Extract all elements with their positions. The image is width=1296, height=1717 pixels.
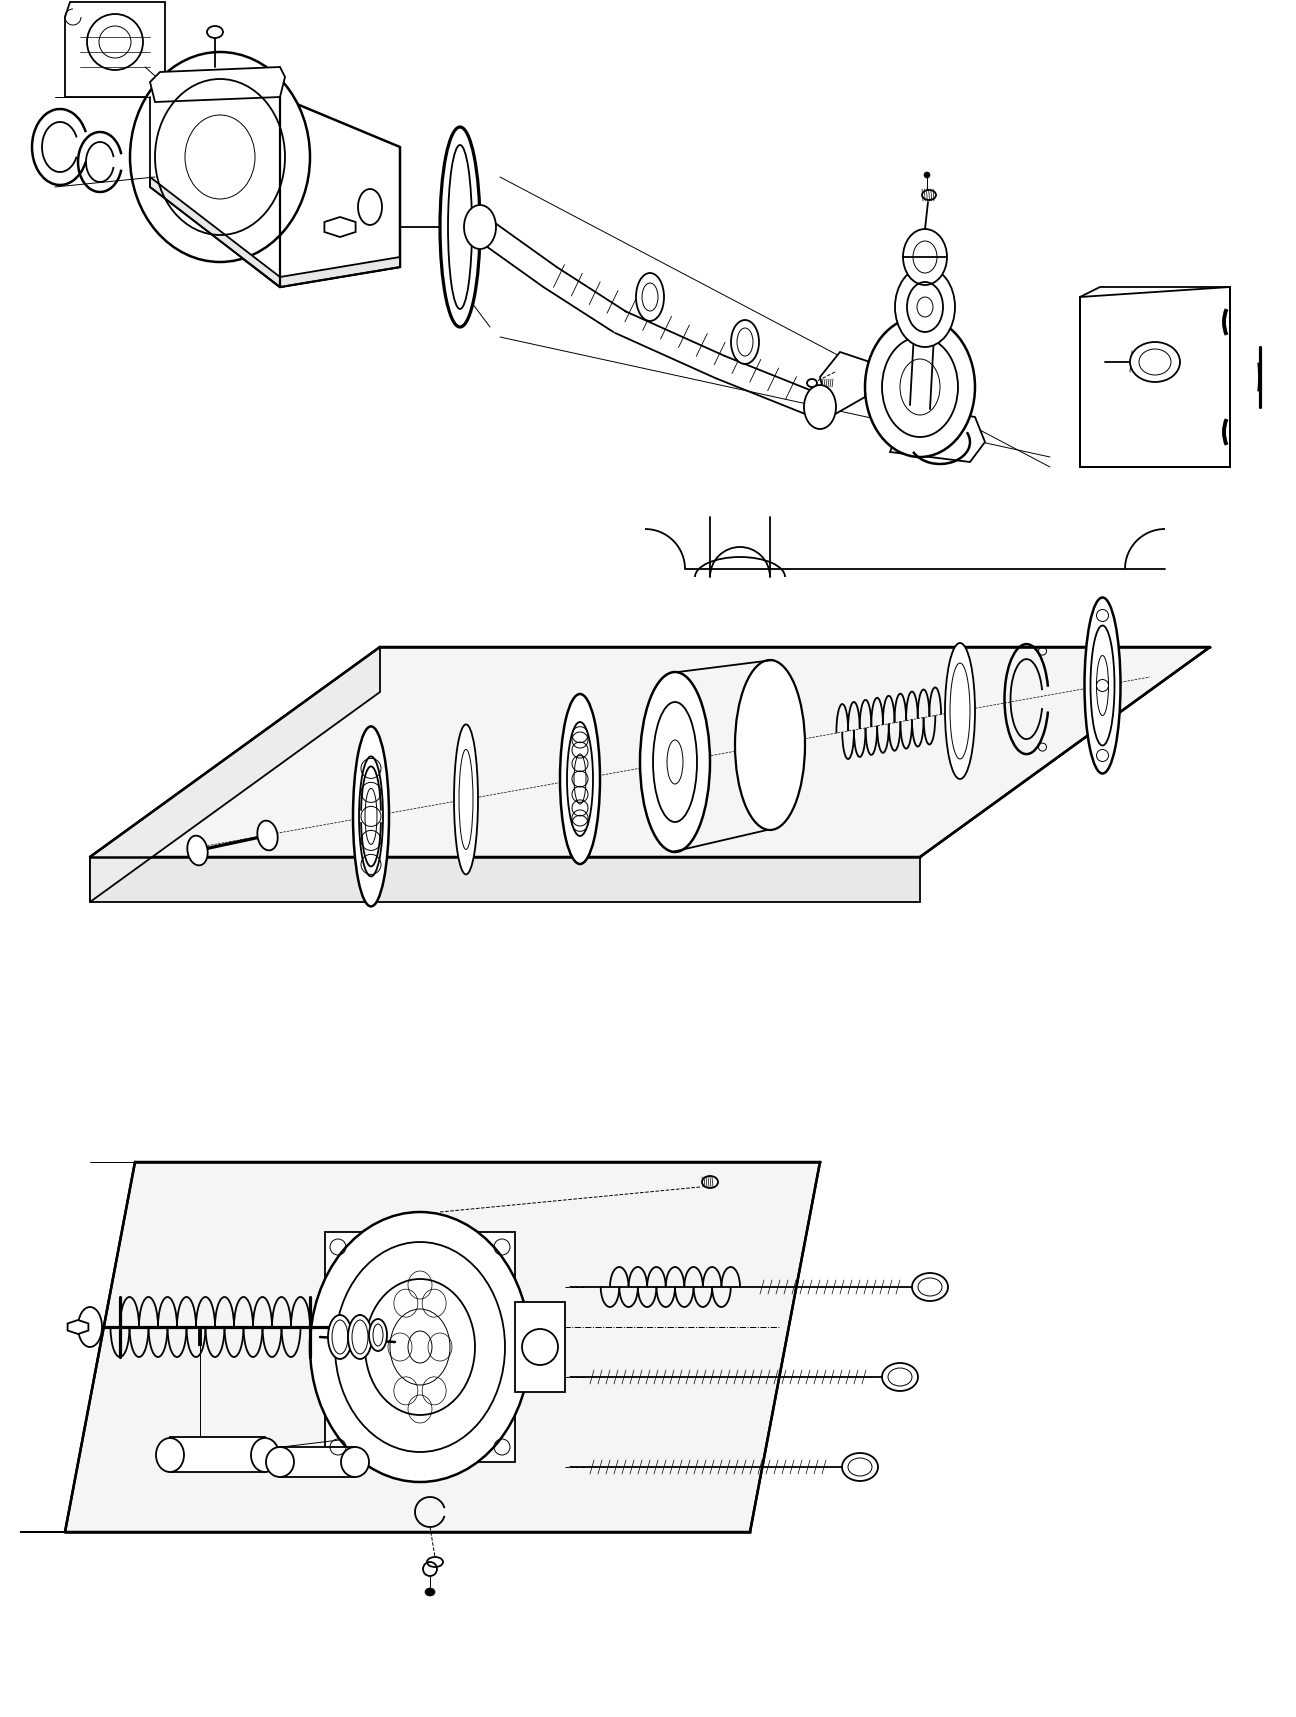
Polygon shape (89, 647, 1210, 857)
Ellipse shape (1085, 598, 1121, 773)
Ellipse shape (130, 52, 310, 263)
Ellipse shape (804, 385, 836, 429)
Ellipse shape (560, 694, 600, 864)
Polygon shape (89, 857, 920, 901)
Ellipse shape (636, 273, 664, 321)
Ellipse shape (349, 1315, 372, 1358)
Ellipse shape (328, 1315, 353, 1358)
Polygon shape (1080, 287, 1230, 467)
Ellipse shape (896, 268, 955, 347)
Ellipse shape (188, 836, 207, 865)
Ellipse shape (702, 1176, 718, 1188)
Ellipse shape (358, 189, 382, 225)
Ellipse shape (807, 379, 816, 386)
Ellipse shape (266, 1447, 294, 1477)
Ellipse shape (912, 1272, 947, 1301)
Ellipse shape (441, 127, 480, 326)
Ellipse shape (78, 1307, 102, 1348)
Ellipse shape (369, 1319, 388, 1351)
Polygon shape (150, 96, 400, 287)
Ellipse shape (731, 319, 759, 364)
Ellipse shape (251, 1439, 279, 1471)
Ellipse shape (1130, 342, 1179, 381)
Ellipse shape (310, 1212, 530, 1482)
Polygon shape (89, 647, 380, 901)
Ellipse shape (207, 26, 223, 38)
Ellipse shape (883, 1363, 918, 1391)
Ellipse shape (921, 191, 936, 199)
Ellipse shape (258, 821, 277, 850)
Ellipse shape (464, 204, 496, 249)
Ellipse shape (426, 1557, 443, 1568)
Ellipse shape (454, 725, 478, 874)
Ellipse shape (903, 228, 947, 285)
Ellipse shape (156, 1439, 184, 1471)
Ellipse shape (735, 659, 805, 829)
Bar (170, 1437, 264, 1471)
Ellipse shape (425, 1588, 435, 1597)
Polygon shape (890, 409, 985, 462)
Ellipse shape (945, 642, 975, 780)
Ellipse shape (842, 1453, 877, 1482)
Ellipse shape (640, 671, 710, 852)
Polygon shape (515, 1301, 565, 1392)
Polygon shape (65, 2, 165, 96)
Polygon shape (65, 1162, 820, 1532)
Polygon shape (150, 177, 400, 287)
Polygon shape (67, 1320, 88, 1334)
Ellipse shape (864, 318, 975, 457)
Ellipse shape (353, 726, 389, 907)
Polygon shape (820, 352, 870, 417)
Polygon shape (150, 67, 285, 101)
Bar (280, 1447, 355, 1477)
Polygon shape (324, 216, 355, 237)
Circle shape (924, 172, 931, 179)
Polygon shape (325, 1233, 515, 1461)
Ellipse shape (341, 1447, 369, 1477)
